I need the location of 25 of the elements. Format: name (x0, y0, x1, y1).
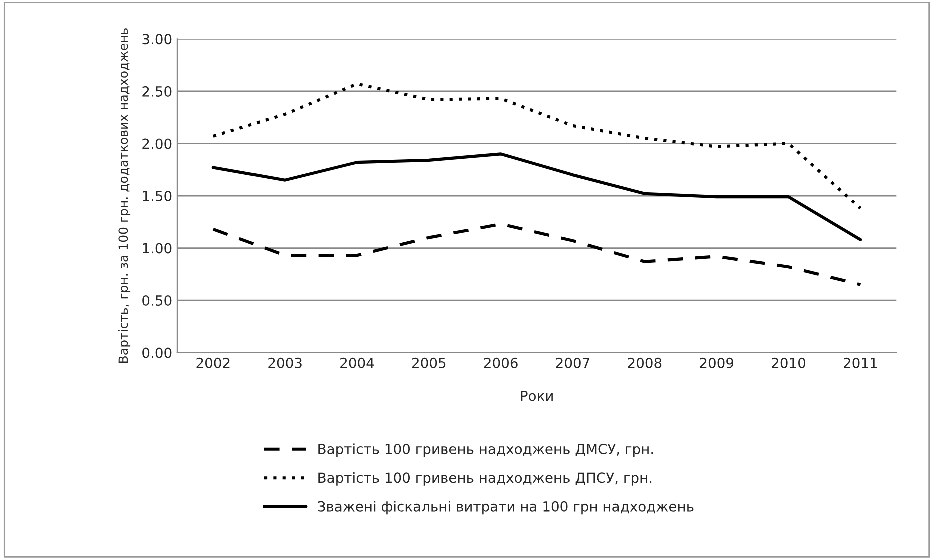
y-tick-label: 0.50 (142, 296, 172, 306)
y-axis-title: Вартість, грн. за 100 грн. додаткових надходжень (118, 28, 131, 363)
y-tick-label: 2.00 (142, 138, 172, 150)
y-tick-label: 3.00 (142, 34, 172, 45)
line-series (212, 152, 862, 242)
x-tick-label: 2002 (196, 358, 230, 368)
x-tick-label: 2005 (412, 358, 446, 368)
y-tick-label: 0.00 (142, 348, 172, 358)
x-tick-label: 2009 (700, 358, 734, 368)
legend-label: Вартість 100 гривень надходжень ДМСУ, грн. (318, 444, 654, 458)
x-tick-label: 2010 (772, 358, 806, 368)
y-tick-label: 1.50 (143, 190, 172, 202)
y-tick-label: 2.50 (142, 86, 172, 97)
line-series (212, 82, 862, 210)
line-series (212, 222, 862, 286)
x-tick-label: 2004 (340, 358, 374, 368)
legend-label: Зважені фіскальні витрати на 100 грн надходжень (318, 501, 694, 515)
legend-label: Вартість 100 гривень надходжень ДПСУ, грн. (318, 472, 652, 486)
x-axis-title: Роки (521, 390, 553, 402)
x-tick-label: 2011 (844, 358, 878, 368)
y-tick-label: 1.00 (143, 243, 172, 254)
x-tick-label: 2003 (268, 358, 302, 368)
x-tick-label: 2006 (484, 358, 518, 368)
x-tick-label: 2007 (556, 358, 590, 368)
x-tick-label: 2008 (628, 358, 662, 368)
